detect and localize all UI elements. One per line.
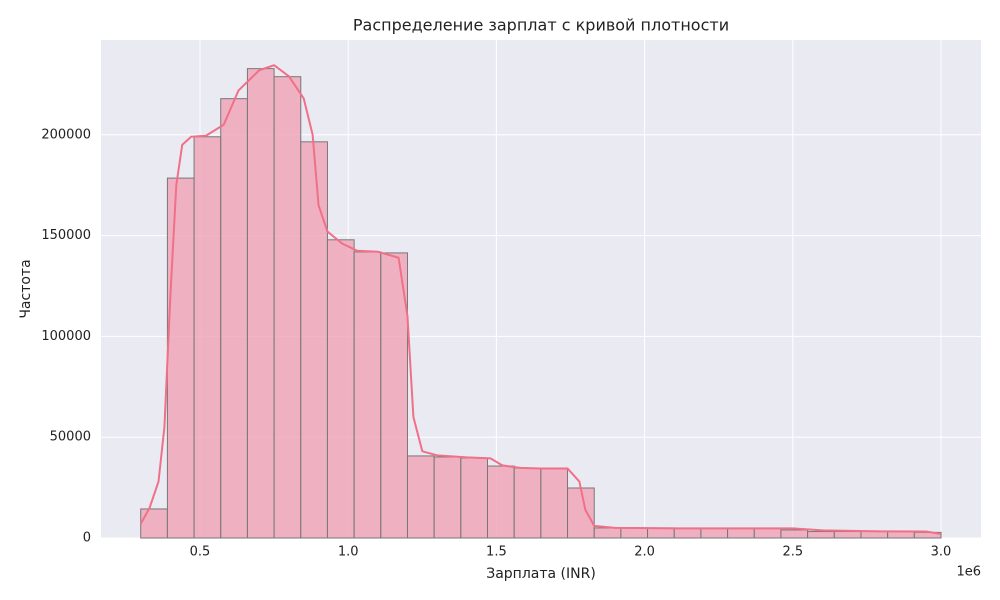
bar <box>673 527 702 539</box>
bar <box>833 531 862 539</box>
y-axis-label: Частота <box>18 259 34 318</box>
bar <box>166 177 195 539</box>
y-tick-label: 100000 <box>41 329 91 344</box>
bar <box>326 239 355 539</box>
bar <box>353 251 382 539</box>
bar <box>433 456 462 539</box>
y-tick-label: 200000 <box>41 127 91 142</box>
density-curve <box>139 64 942 535</box>
chart-title: Распределение зарплат с кривой плотности <box>353 16 729 35</box>
bar <box>647 527 675 539</box>
y-tick-label: 150000 <box>41 228 91 243</box>
bar <box>887 531 915 539</box>
x-tick-label: 2.0 <box>634 545 655 560</box>
bar <box>220 98 248 539</box>
x-offset-label: 1e6 <box>956 565 981 580</box>
bar <box>193 136 222 539</box>
bar <box>540 467 569 539</box>
x-axis-label: Зарплата (INR) <box>486 566 596 582</box>
bar <box>700 527 729 539</box>
x-tick-label: 2.5 <box>782 545 803 560</box>
bar <box>620 527 649 539</box>
bar <box>273 76 302 539</box>
y-tick-label: 0 <box>83 531 91 546</box>
bar <box>807 531 835 539</box>
bar <box>567 487 595 539</box>
bar <box>513 467 542 539</box>
bar <box>140 508 168 539</box>
bar <box>460 457 489 539</box>
x-tick-label: 1.5 <box>486 545 507 560</box>
bar <box>380 252 408 539</box>
x-tick-label: 1.0 <box>338 545 359 560</box>
bar <box>753 527 782 539</box>
bar <box>727 527 755 539</box>
bar <box>487 465 515 539</box>
bar <box>860 531 889 539</box>
x-tick-label: 3.0 <box>931 545 952 560</box>
bar <box>406 455 435 539</box>
y-tick-label: 50000 <box>50 430 91 445</box>
bar <box>780 529 809 539</box>
bar <box>593 527 622 539</box>
bar <box>300 141 328 539</box>
bar <box>246 68 275 539</box>
x-tick-label: 0.5 <box>190 545 211 560</box>
